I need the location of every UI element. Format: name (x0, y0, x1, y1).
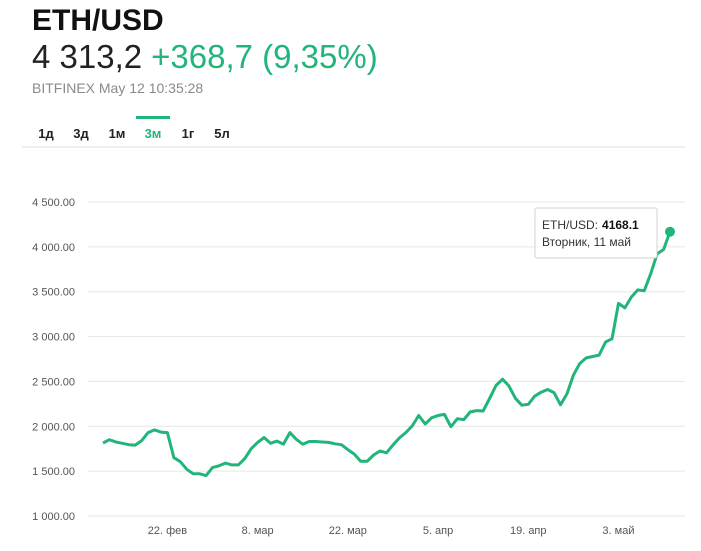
x-tick-label: 3. май (602, 525, 634, 537)
tab[interactable]: 3д (73, 126, 89, 141)
tooltip-date: Вторник, 11 май (542, 235, 631, 249)
x-tick-label: 22. фев (148, 525, 188, 537)
y-tick-label: 3 500.00 (32, 287, 75, 299)
x-tick-label: 19. апр (510, 525, 547, 537)
tooltip-value: 4168.1 (602, 218, 639, 232)
tooltip-line: ETH/USD: 4168.1 (542, 218, 639, 232)
tab[interactable]: 1м (109, 126, 126, 141)
tab[interactable]: 5л (214, 126, 230, 141)
tooltip: ETH/USD: 4168.1 Вторник, 11 май (534, 207, 658, 259)
y-tick-label: 4 000.00 (32, 242, 75, 254)
price-line: 4 313,2 +368,7 (9,35%) (32, 38, 378, 75)
x-tick-label: 22. мар (329, 525, 367, 537)
change: +368,7 (9,35%) (151, 38, 378, 75)
price: 4 313,2 (32, 38, 142, 75)
y-tick-label: 3 000.00 (32, 332, 75, 344)
y-tick-label: 4 500.00 (32, 197, 75, 209)
x-tick-label: 5. апр (423, 525, 453, 537)
y-tick-label: 1 000.00 (32, 511, 75, 523)
title: ETH/USD (32, 4, 164, 37)
tab[interactable]: 1д (38, 126, 54, 141)
x-tick-label: 8. мар (242, 525, 274, 537)
price-line (102, 231, 672, 478)
last-point (665, 226, 675, 237)
tab-active-indicator (136, 116, 170, 119)
tooltip-box (534, 207, 658, 259)
tooltip-label: ETH/USD: (542, 218, 598, 232)
tab[interactable]: 3м (145, 126, 162, 141)
source: BITFINEX May 12 10:35:28 (32, 80, 203, 96)
y-tick-label: 2 500.00 (32, 376, 75, 388)
tab[interactable]: 1г (182, 126, 195, 141)
y-tick-label: 1 500.00 (32, 466, 75, 478)
y-tick-label: 2 000.00 (32, 421, 75, 433)
